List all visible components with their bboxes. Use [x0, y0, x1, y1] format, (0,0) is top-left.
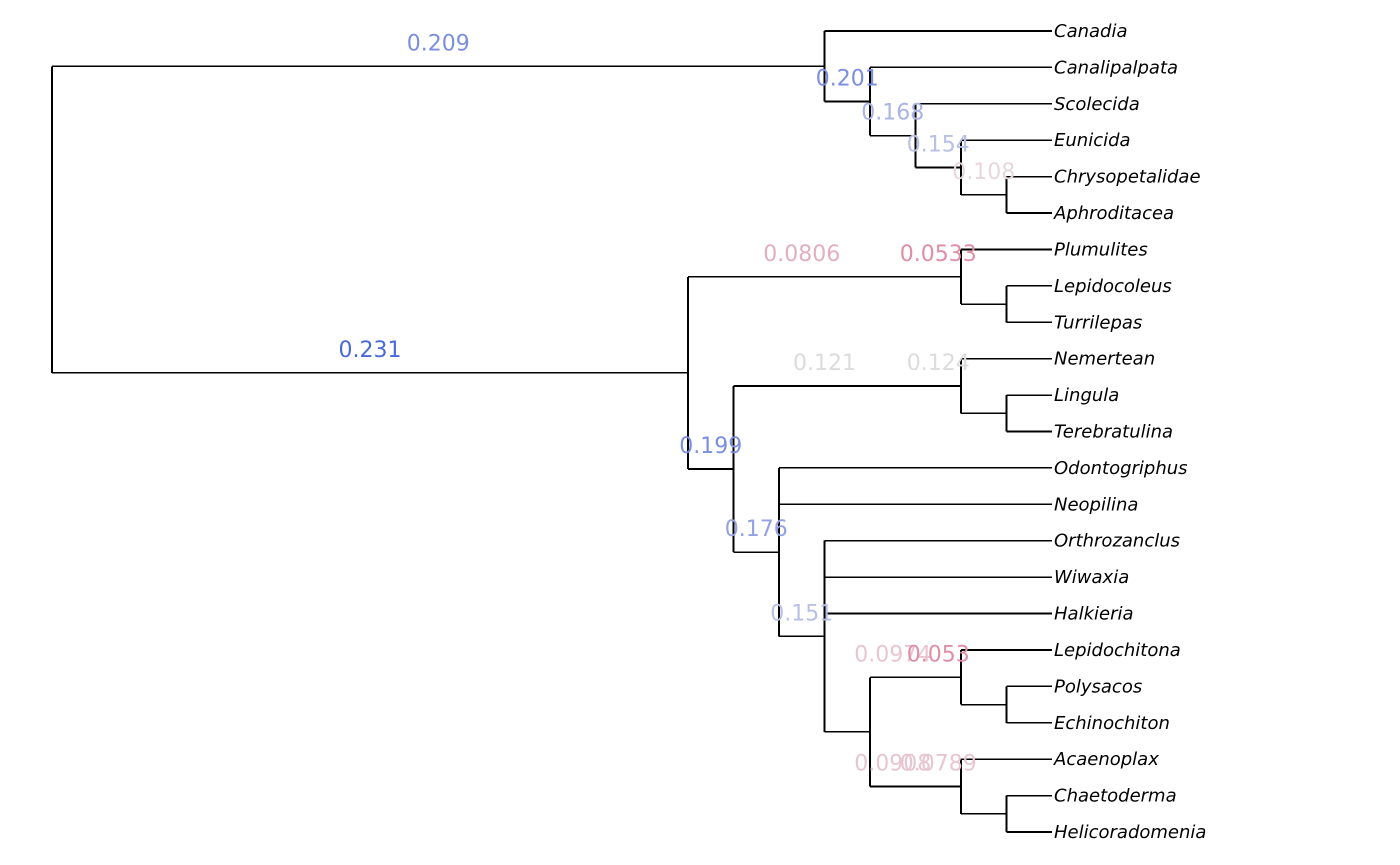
support-value-label: 0.168: [861, 101, 924, 126]
tip-label: Canalipalpata: [1054, 57, 1178, 78]
tip-label: Canadia: [1054, 21, 1128, 42]
tip-label: Polysacos: [1054, 676, 1142, 697]
tip-label: Aphroditacea: [1053, 203, 1174, 224]
tip-label-layer: Canadia Canalipalpata Scolecida Eunicida Chr…: [1053, 21, 1206, 843]
tip-label: Plumulites: [1054, 239, 1148, 260]
support-value-label: 0.231: [339, 338, 402, 363]
support-value-label: 0.0533: [900, 242, 977, 267]
support-value-label: 0.151: [770, 601, 833, 626]
support-value-label: 0.154: [907, 133, 970, 158]
tip-label: Chaetoderma: [1054, 786, 1177, 807]
support-value-label: 0.053: [907, 642, 970, 667]
tip-label: Chrysopetalidae: [1054, 167, 1201, 188]
tip-label: Neopilina: [1054, 494, 1138, 515]
tip-label: Terebratulina: [1054, 422, 1173, 443]
support-value-label: 0.121: [793, 351, 856, 376]
branch-layer: [51, 30, 1052, 833]
support-value-label: 0.176: [725, 517, 788, 542]
tip-label: Helicoradomenia: [1054, 822, 1206, 843]
tip-label: Lingula: [1054, 385, 1119, 406]
tip-label: Scolecida: [1054, 94, 1140, 115]
support-value-label: 0.199: [679, 434, 742, 459]
tip-label: Lepidocoleus: [1054, 276, 1172, 297]
tip-label: Acaenoplax: [1053, 749, 1159, 770]
tip-label: Turrilepas: [1054, 312, 1142, 333]
support-value-label: 0.124: [907, 351, 970, 376]
support-value-label: 0.0789: [900, 751, 977, 776]
support-value-label: 0.0806: [763, 242, 840, 267]
tip-label: Wiwaxia: [1054, 567, 1129, 588]
support-value-label: 0.108: [952, 160, 1015, 185]
tip-label: Halkieria: [1054, 604, 1134, 625]
tip-label: Lepidochitona: [1054, 640, 1181, 661]
tip-label: Nemertean: [1054, 349, 1155, 370]
support-value-label: 0.201: [816, 67, 879, 92]
support-value-label: 0.209: [407, 31, 470, 56]
tip-label: Echinochiton: [1054, 713, 1170, 734]
tip-label: Eunicida: [1054, 130, 1131, 151]
tip-label: Odontogriphus: [1054, 458, 1188, 479]
support-value-label: 0.0974: [854, 642, 931, 667]
support-value-label: 0.0908: [854, 751, 931, 776]
tip-label: Orthrozanclus: [1054, 531, 1180, 552]
